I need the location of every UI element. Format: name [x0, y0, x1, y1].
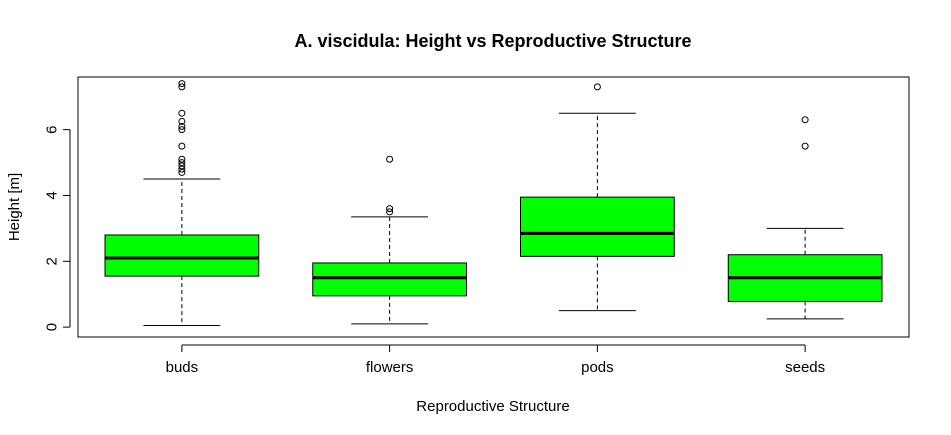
outlier-point [178, 159, 186, 167]
box-group-flowers [312, 155, 467, 325]
outlier-point [386, 205, 394, 213]
y-tick-label: 4 [44, 191, 61, 199]
outlier-point [178, 142, 186, 150]
chart-title: A. viscidula: Height vs Reproductive Str… [294, 31, 691, 51]
boxes-layer [104, 80, 883, 326]
plot-frame [77, 76, 910, 338]
y-tick-label: 2 [44, 257, 61, 265]
box-group-pods [520, 83, 675, 312]
outlier-point [178, 168, 186, 176]
box-group-buds [104, 80, 260, 326]
outlier-point [178, 80, 186, 88]
outlier-point [386, 155, 394, 163]
y-axis: 0 2 4 6 [44, 125, 71, 331]
y-tick-label: 6 [44, 125, 61, 133]
iqr-box [312, 262, 467, 297]
box-group-seeds [727, 116, 883, 320]
x-tick-label: pods [581, 359, 614, 376]
outlier-point [178, 165, 186, 173]
outlier-point [178, 126, 186, 134]
x-tick-label: buds [166, 359, 199, 376]
outlier-point [801, 142, 809, 150]
iqr-box [104, 234, 260, 277]
y-axis-label: Height [m] [6, 173, 23, 241]
outlier-point [178, 162, 186, 170]
x-axis: buds flowers pods seeds [166, 344, 825, 376]
outlier-point [178, 109, 186, 117]
outlier-point [178, 122, 186, 130]
outlier-point [801, 116, 809, 124]
y-tick-label: 0 [44, 323, 61, 331]
x-tick-label: flowers [366, 359, 414, 376]
x-tick-label: seeds [785, 359, 825, 376]
outlier-point [593, 83, 601, 91]
outlier-point [178, 117, 186, 125]
outlier-point [386, 208, 394, 216]
iqr-box [520, 196, 675, 257]
outlier-point [178, 83, 186, 91]
outlier-point [178, 155, 186, 163]
x-axis-label: Reproductive Structure [416, 398, 569, 415]
